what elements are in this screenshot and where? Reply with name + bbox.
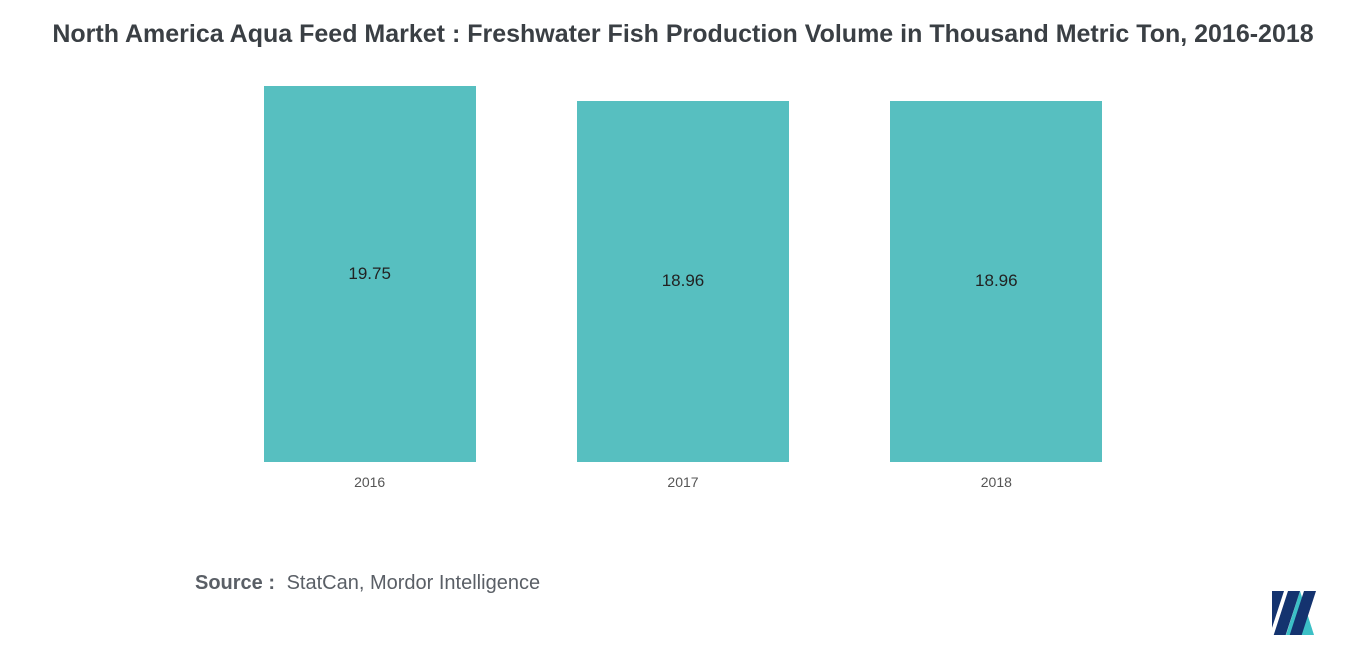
bar-value-label: 18.96 — [975, 271, 1018, 291]
source-text: StatCan, Mordor Intelligence — [287, 572, 540, 594]
bar-value-label: 19.75 — [348, 264, 391, 284]
bar-col-2017: 18.96 2017 — [526, 72, 839, 462]
source-label: Source : — [195, 572, 275, 594]
chart-title: North America Aqua Feed Market : Freshwa… — [20, 18, 1346, 52]
bar-value-label: 18.96 — [662, 271, 705, 291]
x-axis-label: 2017 — [667, 474, 698, 490]
brand-logo-icon — [1272, 591, 1336, 635]
chart-area: 19.75 2016 18.96 2017 18.96 2018 — [20, 72, 1346, 502]
bar-chart: 19.75 2016 18.96 2017 18.96 2018 — [213, 72, 1153, 502]
bar-2018: 18.96 2018 — [890, 101, 1102, 462]
bar-col-2018: 18.96 2018 — [840, 72, 1153, 462]
x-axis-label: 2018 — [981, 474, 1012, 490]
bar-2016: 19.75 2016 — [264, 86, 476, 462]
page-root: North America Aqua Feed Market : Freshwa… — [0, 0, 1366, 655]
bar-2017: 18.96 2017 — [577, 101, 789, 462]
x-axis-label: 2016 — [354, 474, 385, 490]
bar-col-2016: 19.75 2016 — [213, 72, 526, 462]
source-line: Source : StatCan, Mordor Intelligence — [20, 572, 1346, 595]
